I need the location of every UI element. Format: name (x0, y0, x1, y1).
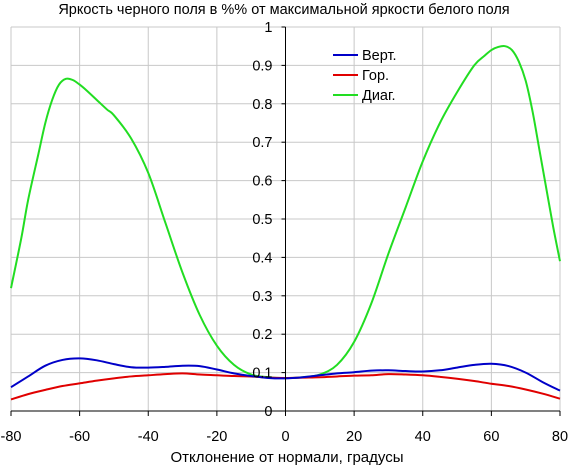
x-tick-label: -20 (206, 429, 227, 445)
x-tick-label: -40 (138, 429, 159, 445)
legend-label-diag: Диаг. (362, 88, 396, 104)
y-tick-label: 0.4 (252, 250, 272, 266)
y-tick-label: 0.2 (252, 327, 272, 343)
x-tick-labels: -80 -60 -40 -20 0 20 40 60 80 (1, 429, 568, 445)
legend-label-hor: Гор. (362, 68, 389, 84)
y-tick-label: 0.6 (252, 174, 272, 190)
x-tick-label: 0 (281, 429, 289, 445)
y-tick-label: 0.5 (252, 212, 272, 228)
x-tick-label: -60 (69, 429, 90, 445)
axes (10, 26, 561, 416)
x-tick-label: 40 (415, 429, 431, 445)
x-tick-label: 80 (552, 429, 568, 445)
y-tick-label: 0.3 (252, 289, 272, 305)
x-axis-label: Отклонение от нормали, градусы (171, 449, 404, 466)
chart-title: Яркость черного поля в %% от максимально… (58, 2, 509, 18)
y-tick-label: 0.1 (252, 366, 272, 382)
y-tick-label: 0.7 (252, 135, 272, 151)
y-tick-labels: 0 0.1 0.2 0.3 0.4 0.5 0.6 0.7 0.8 0.9 1 (252, 20, 272, 420)
y-tick-label: 0.9 (252, 58, 272, 74)
x-tick-label: 20 (346, 429, 362, 445)
y-tick-label: 0 (264, 404, 272, 420)
y-tick-label: 1 (264, 20, 272, 36)
x-tick-label: -80 (1, 429, 22, 445)
legend-label-vert: Верт. (362, 48, 397, 64)
y-tick-label: 0.8 (252, 97, 272, 113)
legend: Верт. Гор. Диаг. (333, 48, 397, 104)
x-tick-label: 60 (483, 429, 499, 445)
